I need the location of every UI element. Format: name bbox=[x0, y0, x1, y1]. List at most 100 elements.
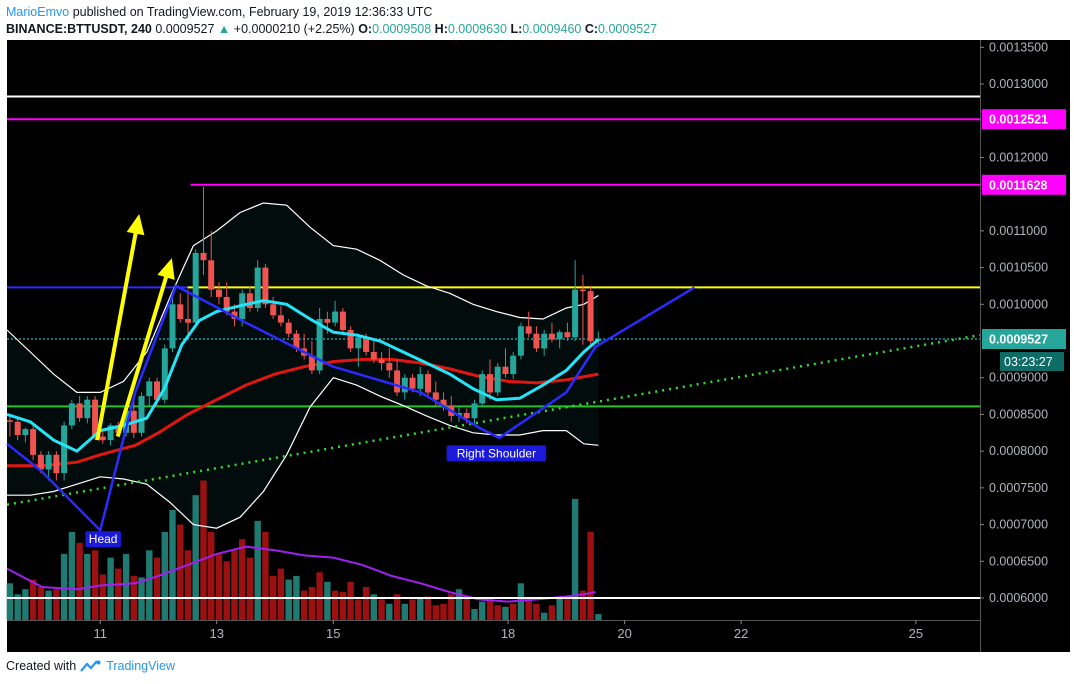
candle-body bbox=[425, 374, 431, 393]
candle-body bbox=[479, 374, 486, 404]
candle-body bbox=[541, 333, 548, 349]
volume-bar bbox=[432, 605, 439, 620]
volume-bar bbox=[22, 589, 29, 620]
candle-body bbox=[169, 304, 176, 349]
volume-bar bbox=[494, 605, 501, 620]
x-tick-label: 15 bbox=[326, 626, 340, 641]
candle-body bbox=[370, 352, 377, 360]
candle-body bbox=[6, 420, 13, 422]
volume-bar bbox=[91, 550, 99, 620]
candle-body bbox=[246, 293, 253, 308]
volume-bar bbox=[285, 579, 292, 620]
candle-body bbox=[432, 392, 439, 400]
tradingview-logo-icon bbox=[80, 660, 101, 672]
candle-body bbox=[53, 454, 60, 474]
candle-body bbox=[572, 289, 579, 338]
candle-body bbox=[30, 429, 37, 455]
candle-body bbox=[216, 289, 222, 297]
candle-body bbox=[394, 370, 401, 393]
volume-bar bbox=[502, 606, 509, 620]
y-tick-label: 0.0010000 bbox=[989, 297, 1048, 311]
symbol-info: BINANCE:BTTUSDT, 240 0.0009527 ▲ +0.0000… bbox=[6, 22, 657, 36]
candle-body bbox=[177, 304, 184, 319]
volume-bar bbox=[60, 553, 68, 620]
volume-bar bbox=[417, 598, 424, 620]
candle-body bbox=[200, 252, 207, 261]
candle-body bbox=[579, 289, 586, 292]
close-value: 0.0009527 bbox=[598, 22, 658, 36]
volume-bar bbox=[324, 581, 331, 620]
y-tick-label: 0.0008500 bbox=[989, 407, 1048, 421]
candle-body bbox=[154, 381, 160, 400]
x-tick-label: 13 bbox=[210, 626, 224, 641]
candle-body bbox=[487, 374, 493, 393]
price-label-box bbox=[982, 329, 1066, 350]
countdown-box bbox=[1000, 352, 1064, 372]
volume-bar bbox=[463, 598, 470, 620]
candle-body bbox=[386, 363, 393, 371]
candle-body bbox=[61, 425, 68, 474]
x-tick-label: 22 bbox=[734, 626, 748, 641]
candle-body bbox=[123, 410, 130, 433]
volume-bar bbox=[571, 498, 579, 620]
tradingview-brand[interactable]: TradingView bbox=[106, 659, 175, 673]
created-with-text: Created with bbox=[6, 659, 77, 673]
bollinger-lower bbox=[7, 377, 599, 529]
annotation-label: Right Shoulder bbox=[457, 446, 536, 460]
volume-bar bbox=[541, 612, 548, 620]
volume-bar bbox=[471, 609, 478, 620]
y-tick-label: 0.0007000 bbox=[989, 518, 1048, 532]
volume-bar bbox=[455, 589, 463, 620]
volume-bar bbox=[177, 524, 184, 620]
volume-bar bbox=[76, 542, 83, 620]
author-link[interactable]: MarioEmvo bbox=[6, 5, 70, 19]
candle-body bbox=[92, 399, 99, 437]
y-tick-label: 0.0008000 bbox=[989, 444, 1048, 458]
candle-body bbox=[22, 429, 29, 435]
volume-bar bbox=[386, 603, 393, 620]
volume-bar bbox=[200, 480, 207, 620]
price-label: 0.0012521 bbox=[989, 113, 1048, 127]
y-tick-label: 0.0012000 bbox=[989, 150, 1048, 164]
volume-bar bbox=[393, 594, 401, 620]
candle-body bbox=[262, 267, 269, 305]
volume-bar bbox=[37, 587, 45, 620]
candle-body bbox=[308, 355, 315, 371]
candle-body bbox=[363, 337, 370, 352]
candle-body bbox=[138, 396, 145, 433]
volume-bar bbox=[533, 603, 540, 620]
candle-body bbox=[533, 333, 540, 349]
volume-bar bbox=[215, 553, 223, 620]
candle-body bbox=[564, 332, 571, 338]
volume-bar bbox=[231, 550, 238, 620]
candle-body bbox=[161, 348, 168, 400]
open-label: O: bbox=[358, 22, 373, 36]
candle-body bbox=[339, 311, 346, 330]
price-label-box bbox=[982, 174, 1066, 195]
candle-body bbox=[510, 355, 517, 375]
volume-bar bbox=[146, 550, 153, 620]
y-tick-label: 0.0009000 bbox=[989, 371, 1048, 385]
volume-bar bbox=[510, 603, 517, 620]
y-tick-label: 0.0007500 bbox=[989, 481, 1048, 495]
arrow-head-icon bbox=[126, 213, 145, 236]
y-tick-label: 0.0013000 bbox=[989, 77, 1048, 91]
candle-body bbox=[332, 311, 339, 323]
candle-body bbox=[84, 399, 91, 419]
candle-body bbox=[471, 403, 478, 419]
candle-body bbox=[378, 359, 385, 364]
candle-body bbox=[285, 322, 292, 334]
candle-body bbox=[316, 319, 323, 371]
candle-body bbox=[440, 399, 447, 406]
volume-bar bbox=[595, 614, 602, 620]
volume-bar bbox=[517, 583, 525, 620]
volume-bar bbox=[300, 590, 308, 620]
up-arrow-icon: ▲ bbox=[217, 22, 231, 36]
volume-bar bbox=[122, 553, 130, 620]
volume-bar bbox=[192, 495, 199, 620]
candle-body bbox=[68, 403, 75, 426]
volume-bar bbox=[409, 599, 416, 620]
price-change: +0.0000210 (+2.25%) bbox=[233, 22, 355, 36]
volume-bar bbox=[107, 557, 114, 620]
